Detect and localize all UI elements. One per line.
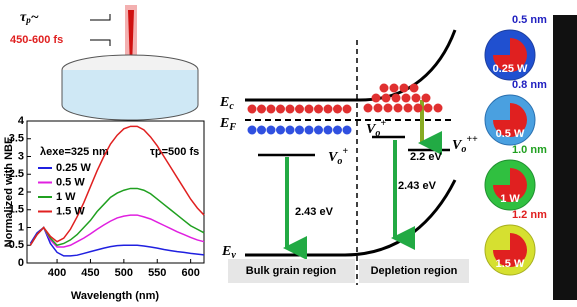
electron: [374, 104, 383, 113]
electron: [380, 84, 389, 93]
carrier: [267, 126, 276, 135]
power-label: 1 W: [500, 193, 520, 205]
electron: [333, 105, 342, 114]
electron: [414, 104, 423, 113]
photo-strip: [553, 15, 577, 300]
y-tick-label: 4: [18, 115, 25, 127]
electron: [257, 105, 266, 114]
electron: [412, 94, 421, 103]
shell-depth: 0.5 nm: [512, 14, 547, 26]
carrier: [248, 126, 257, 135]
carrier: [276, 126, 285, 135]
annotation: λexe=325 nm: [40, 146, 109, 158]
carrier: [286, 126, 295, 135]
pulse-label: τp~: [20, 10, 39, 25]
defect-label: Vo+: [328, 146, 348, 167]
carrier: [343, 126, 352, 135]
y-tick-label: 2: [18, 186, 24, 198]
y-tick-label: 2.5: [9, 168, 24, 180]
region-label: Depletion region: [371, 265, 458, 277]
electron: [434, 104, 443, 113]
power-label: 1.5 W: [496, 258, 525, 270]
legend-label: 0.5 W: [56, 176, 85, 188]
electron: [372, 94, 381, 103]
carrier: [257, 126, 266, 135]
pl-chart: Wavelength (nm) Normalized with NBE λexe…: [3, 115, 204, 302]
electron: [276, 105, 285, 114]
power-label: 0.5 W: [496, 128, 525, 140]
electron: [343, 105, 352, 114]
electron: [314, 105, 323, 114]
x-tick-label: 450: [81, 267, 99, 279]
x-axis-title: Wavelength (nm): [71, 290, 160, 302]
electron: [394, 104, 403, 113]
electron: [402, 94, 411, 103]
shell-depth: 1.2 nm: [512, 209, 547, 221]
electron: [400, 84, 409, 93]
y-tick-label: 0: [18, 257, 24, 269]
beaker-body: [62, 70, 198, 120]
shell-depth: 0.8 nm: [512, 79, 547, 91]
electron: [424, 104, 433, 113]
electron: [305, 105, 314, 114]
shell-depth: 1.0 nm: [512, 144, 547, 156]
electron: [286, 105, 295, 114]
x-tick-label: 500: [115, 267, 133, 279]
electron: [382, 94, 391, 103]
x-tick-label: 600: [181, 267, 199, 279]
x-tick-label: 400: [48, 267, 66, 279]
power-label: 0.25 W: [493, 63, 528, 75]
y-tick-label: 3: [18, 150, 24, 162]
ef-label: EF: [219, 116, 236, 133]
annotation: τp=500 fs: [150, 146, 199, 158]
legend-label: 0.25 W: [56, 162, 91, 174]
defect-label: Vo++: [452, 134, 478, 155]
y-axis-title: Normalized with NBE: [3, 137, 15, 248]
electron: [324, 105, 333, 114]
electron: [422, 94, 431, 103]
sphere-panel: 0.5 nm 0.25 W 0.8 nm 0.5 W 1.0 nm 1 W 1.2 nm 1.…: [485, 14, 577, 300]
x-tick-label: 550: [148, 267, 166, 279]
electron: [364, 104, 373, 113]
electron: [295, 105, 304, 114]
carrier: [295, 126, 304, 135]
y-tick-label: 3.5: [9, 133, 24, 145]
pulse-duration: 450-600 fs: [10, 34, 63, 46]
band-diagram: Ec EF Ev Vo+ Vo+ Vo++ 2.43 eV 2.43 eV 2.…: [219, 30, 478, 285]
legend-label: 1 W: [56, 191, 76, 203]
electron: [392, 94, 401, 103]
y-tick-label: 1: [18, 221, 24, 233]
legend-label: 1.5 W: [56, 205, 85, 217]
electron: [390, 84, 399, 93]
electron: [404, 104, 413, 113]
pulse-bracket: [90, 14, 110, 46]
laser-schematic: τp~ 450-600 fs: [10, 5, 198, 120]
carrier: [324, 126, 333, 135]
energy-label: 2.2 eV: [410, 151, 442, 163]
figure: τp~ 450-600 fs Wavelength (nm) Normalize…: [0, 0, 577, 307]
carrier: [333, 126, 342, 135]
y-tick-label: 0.5: [9, 239, 24, 251]
electron: [248, 105, 257, 114]
energy-label: 2.43 eV: [295, 206, 334, 218]
electron: [384, 104, 393, 113]
ec-label: Ec: [219, 95, 234, 112]
carrier: [305, 126, 314, 135]
electron: [267, 105, 276, 114]
carrier: [314, 126, 323, 135]
y-tick-label: 1.5: [9, 204, 24, 216]
region-label: Bulk grain region: [246, 265, 337, 277]
conduction-band: [245, 30, 455, 100]
electron: [410, 84, 419, 93]
ev-label: Ev: [221, 244, 236, 261]
energy-label: 2.43 eV: [398, 180, 437, 192]
